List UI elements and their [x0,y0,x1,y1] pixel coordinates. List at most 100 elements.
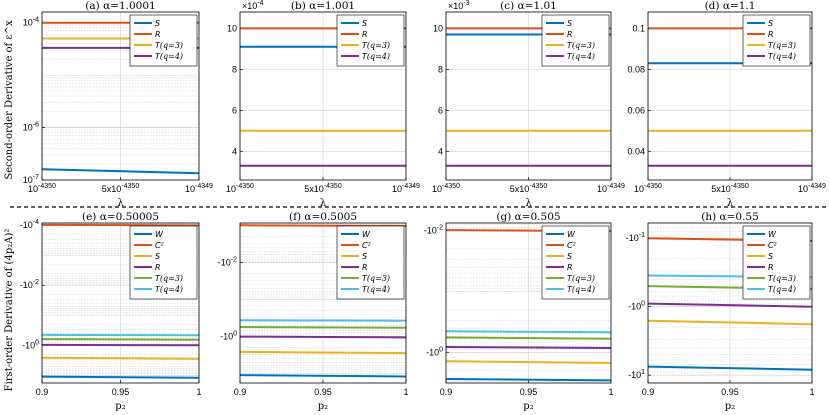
series-line [42,338,199,341]
legend-label: S [362,19,367,28]
legend-label: T(q=4) [567,285,595,294]
subplot: 10-4 10-6 10-710-4350 5x10-4350 10-4349 (a) α… [23,0,213,209]
legend-label: S [155,252,160,261]
y-tick-label: -100 [22,339,39,350]
legend-label: T(q=4) [567,52,595,61]
legend: SR T(q=3) T(q=4) [742,14,811,67]
series-line [42,356,199,360]
x-tick-label: 10-4350 [28,183,56,194]
x-tick-label: 0.9 [36,387,49,397]
x-axis-label: p₂ [115,401,125,412]
x-tick-label: 0.95 [314,387,332,397]
x-tick-label: 1 [196,387,201,397]
subplot: 10 8 6 4 10-4350 5x10-4350 10-4349 (c) α=1.01 ×1… [432,0,625,209]
x-tick-label: 5x10-4350 [711,183,749,194]
subplot-title: (e) α=0.50005 [82,211,159,223]
legend-label: R [768,263,774,272]
y-tick-label: 10-7 [23,174,39,185]
x-tick-label: 0.9 [642,387,655,397]
x-axis-label: λ [320,198,327,209]
y-tick-label: 6 [438,105,443,115]
legend-label: T(q=4) [768,52,796,61]
subplot: -10-2 -100 0.9 0.95 1 (g) α=0.505 p₂ W C² SR T(q=3… [424,211,614,412]
x-tick-label: 0.9 [234,387,247,397]
legend-label: T(q=4) [155,285,183,294]
axes-frame [41,222,200,384]
x-tick-label: 10-4350 [432,183,460,194]
legend-label: S [768,252,773,261]
subplot: 10 8 6 4 10-4350 5x10-4350 10-4349 (b) α=1.001 ×… [226,0,420,209]
legend-label: R [362,30,368,39]
subplot: -10-4 -10-2 -100 0.9 0.95 1 (e) α=0.50005 p₂ W C²… [20,211,202,412]
subplot: -10-1 -100 -101 0.9 0.95 1 (h) α=0.55 p₂ W C² SR T(… [626,211,815,412]
series-line [42,223,199,227]
y-tick-label: 8 [232,64,237,74]
legend: W C² SR T(q=3) T(q=4) [336,225,405,300]
legend-label: R [567,30,573,39]
legend-label: T(q=3) [567,274,595,283]
y-tick-label: -100 [426,346,443,357]
legend-label: T(q=3) [155,41,183,50]
y-tick-label: 10 [227,23,237,33]
y-tick-label: 4 [438,146,443,156]
legend-label: W [567,230,576,239]
y-tick-label: 4 [232,146,237,156]
series-line [240,326,406,329]
subplot-title: (a) α=1.0001 [85,0,155,12]
x-tick-label: 1 [608,387,613,397]
legend-box [742,225,811,300]
y-tick-label: 10-6 [23,122,39,133]
legend: SR T(q=3) T(q=4) [541,14,610,67]
x-tick-label: 10-4349 [392,183,420,194]
x-tick-label: 10-4349 [185,183,213,194]
legend-label: R [362,263,368,272]
series-line [446,378,611,382]
x-tick-label: 0.95 [721,387,739,397]
series-line [240,350,406,355]
series-line [240,374,406,378]
legend-label: S [567,252,572,261]
subplot-title: (c) α=1.01 [500,0,557,12]
y-tick-label: -10-2 [424,225,443,236]
subplot-title: (g) α=0.505 [496,211,560,223]
legend-box [129,225,198,300]
legend-label: C² [768,241,777,250]
y-tick-label: 0.04 [627,146,645,156]
legend-label: R [768,30,774,39]
legend: W C² SR T(q=3) T(q=4) [129,225,198,300]
x-tick-label: 1 [809,387,814,397]
series-line [240,335,406,339]
x-tick-label: 0.9 [440,387,453,397]
series-group [42,223,199,379]
legend-label: S [768,19,773,28]
legend-label: S [567,19,572,28]
legend-label: W [362,230,371,239]
legend-label: T(q=3) [567,41,595,50]
legend-label: W [768,230,777,239]
y-tick-label: 8 [438,64,443,74]
legend-label: T(q=3) [768,274,796,283]
axes-frame [239,222,407,384]
x-tick-label: 10-4349 [798,183,826,194]
series-line [42,168,199,175]
legend-label: T(q=3) [362,41,390,50]
legend: SR T(q=3) T(q=4) [129,14,198,67]
row1-ylabel: Second-order Derivative of ε^x [4,20,15,180]
y-tick-label: -10-1 [626,232,645,243]
subplot: -10-2 -100 0.9 0.95 1 (f) α=0.5005 p₂ W C² SR T(q=… [218,211,409,412]
axes-frame [41,11,200,181]
y-tick-label: -100 [220,331,237,342]
legend-box [336,225,405,300]
x-tick-label: 5x10-4350 [510,183,548,194]
y-tick-label: 10-4 [23,17,39,28]
y-tick-label: 0.06 [627,105,645,115]
series-line [446,336,611,340]
x-axis-label: λ [117,198,124,209]
x-axis-label: p₂ [318,401,328,412]
series-line [42,375,199,379]
y-tick-label: -10-4 [20,219,39,230]
y-tick-label: -10-2 [20,279,39,290]
series-line [648,365,812,371]
series-line [648,319,812,326]
y-tick-label: -101 [628,369,645,380]
